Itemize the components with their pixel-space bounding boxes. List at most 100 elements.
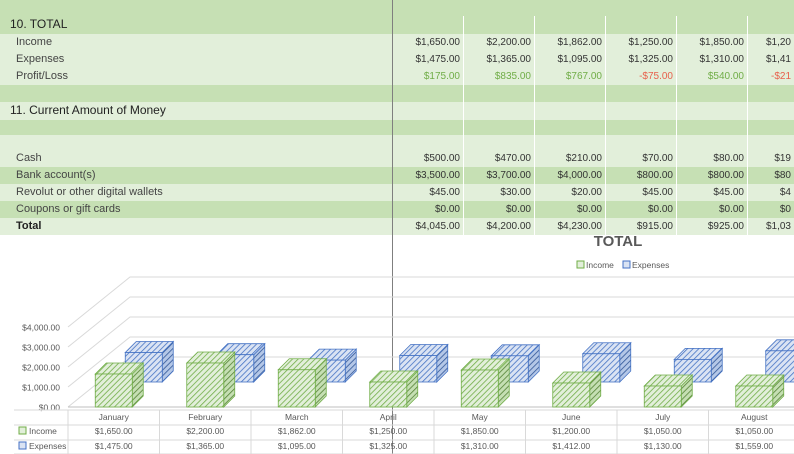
data-table-value: $1,250.00 bbox=[369, 426, 407, 436]
x-category-label: April bbox=[380, 412, 397, 422]
cell-border bbox=[605, 16, 606, 34]
value-cell[interactable]: $2,200.00 bbox=[486, 37, 532, 48]
legend-key bbox=[18, 441, 27, 450]
cell-border bbox=[534, 16, 535, 34]
cell-border bbox=[605, 34, 606, 51]
cell-border bbox=[463, 184, 464, 201]
table-row: Expenses $1,475.00 $1,365.00 $1,095.00 $1,32… bbox=[0, 51, 794, 68]
income-bar bbox=[643, 374, 694, 408]
x-category-label: February bbox=[188, 412, 223, 422]
value-cell[interactable]: $4,200.00 bbox=[486, 221, 532, 232]
value-cell[interactable]: $1,03 bbox=[765, 221, 791, 232]
value-cell[interactable]: $45.00 bbox=[713, 187, 744, 198]
value-cell[interactable]: $3,700.00 bbox=[486, 170, 532, 181]
data-table-value: $1,365.00 bbox=[186, 441, 224, 451]
series-label: Expenses bbox=[29, 441, 66, 451]
value-cell[interactable]: $20.00 bbox=[571, 187, 602, 198]
cell-border bbox=[676, 184, 677, 201]
blank-row bbox=[0, 0, 794, 16]
expenses-bar bbox=[398, 343, 449, 383]
y-tick-label: $1,000.00 bbox=[22, 383, 60, 393]
section-header-total: 10. TOTAL bbox=[0, 16, 794, 34]
cell-border bbox=[463, 167, 464, 184]
legend-label: Expenses bbox=[632, 260, 669, 270]
value-cell[interactable]: $3,500.00 bbox=[415, 170, 461, 181]
value-cell[interactable]: $70.00 bbox=[642, 153, 673, 164]
value-cell[interactable]: $4 bbox=[779, 187, 791, 198]
value-cell[interactable]: $45.00 bbox=[642, 187, 673, 198]
data-table-value: $1,200.00 bbox=[552, 426, 590, 436]
value-cell[interactable]: $0.00 bbox=[647, 204, 673, 215]
total-chart: TOTAL Income Expenses $0.00 $1,000.00 $2,00… bbox=[14, 233, 794, 454]
value-cell[interactable]: $1,095.00 bbox=[557, 54, 603, 65]
value-cell[interactable]: $1,310.00 bbox=[699, 54, 745, 65]
section-title: 10. TOTAL bbox=[10, 17, 68, 31]
value-cell[interactable]: -$21 bbox=[770, 71, 791, 82]
cell-border bbox=[605, 201, 606, 218]
cell-border bbox=[534, 34, 535, 51]
y-tick-label: $3,000.00 bbox=[22, 343, 60, 353]
value-cell[interactable]: $1,250.00 bbox=[628, 37, 674, 48]
value-cell[interactable]: $30.00 bbox=[500, 187, 531, 198]
bar-top bbox=[764, 339, 794, 352]
x-category-label: March bbox=[285, 412, 309, 422]
cell-border bbox=[605, 68, 606, 85]
value-cell[interactable]: $80.00 bbox=[713, 153, 744, 164]
value-cell[interactable]: $540.00 bbox=[707, 71, 744, 82]
value-cell[interactable]: $1,850.00 bbox=[699, 37, 745, 48]
value-cell[interactable]: $4,000.00 bbox=[557, 170, 603, 181]
cell-border bbox=[676, 201, 677, 218]
value-cell[interactable]: $767.00 bbox=[565, 71, 602, 82]
row-label: Bank account(s) bbox=[16, 169, 96, 181]
income-bar bbox=[368, 370, 419, 408]
legend-swatch bbox=[576, 260, 585, 269]
x-category-label: August bbox=[741, 412, 768, 422]
data-table-value: $1,325.00 bbox=[369, 441, 407, 451]
value-cell[interactable]: $4,230.00 bbox=[557, 221, 603, 232]
cell-border bbox=[534, 85, 535, 102]
table-row: Bank account(s) $3,500.00 $3,700.00 $4,000.… bbox=[0, 167, 794, 184]
value-cell[interactable]: $500.00 bbox=[423, 153, 460, 164]
value-cell[interactable]: $175.00 bbox=[423, 71, 460, 82]
cell-border bbox=[676, 218, 677, 235]
value-cell[interactable]: $800.00 bbox=[636, 170, 673, 181]
value-cell[interactable]: $210.00 bbox=[565, 153, 602, 164]
value-cell[interactable]: $1,20 bbox=[765, 37, 791, 48]
value-cell[interactable]: $1,475.00 bbox=[415, 54, 461, 65]
data-table-value: $1,475.00 bbox=[95, 441, 133, 451]
value-cell[interactable]: $1,365.00 bbox=[486, 54, 532, 65]
value-cell[interactable]: $80 bbox=[774, 170, 791, 181]
value-cell[interactable]: $1,650.00 bbox=[415, 37, 461, 48]
value-cell[interactable]: $470.00 bbox=[494, 153, 531, 164]
table-row: Total $4,045.00 $4,200.00 $4,230.00 $915.00 $… bbox=[0, 218, 794, 235]
value-cell[interactable]: $45.00 bbox=[429, 187, 460, 198]
table-row: Coupons or gift cards $0.00 $0.00 $0.00 $0.0… bbox=[0, 201, 794, 218]
value-cell[interactable]: $835.00 bbox=[494, 71, 531, 82]
cell-border bbox=[747, 85, 748, 102]
value-cell[interactable]: $0.00 bbox=[576, 204, 602, 215]
value-cell[interactable]: $1,41 bbox=[765, 54, 791, 65]
cell-border bbox=[534, 135, 535, 150]
data-table-value: $1,850.00 bbox=[461, 426, 499, 436]
cell-border bbox=[534, 201, 535, 218]
value-cell[interactable]: $915.00 bbox=[636, 221, 673, 232]
value-cell[interactable]: $0 bbox=[779, 204, 791, 215]
value-cell[interactable]: $0.00 bbox=[434, 204, 460, 215]
gridline bbox=[67, 296, 794, 348]
value-cell[interactable]: $0.00 bbox=[505, 204, 531, 215]
cell-border bbox=[463, 85, 464, 102]
cell-border bbox=[463, 34, 464, 51]
value-cell[interactable]: $0.00 bbox=[718, 204, 744, 215]
value-cell[interactable]: $925.00 bbox=[707, 221, 744, 232]
value-cell[interactable]: $1,325.00 bbox=[628, 54, 674, 65]
bar-front bbox=[277, 369, 316, 408]
value-cell[interactable]: -$75.00 bbox=[639, 71, 673, 82]
value-cell[interactable]: $19 bbox=[774, 153, 791, 164]
cell-border bbox=[676, 120, 677, 135]
value-cell[interactable]: $1,862.00 bbox=[557, 37, 603, 48]
y-tick-label: $0.00 bbox=[39, 403, 61, 413]
income-bar bbox=[185, 351, 236, 408]
value-cell[interactable]: $4,045.00 bbox=[415, 221, 461, 232]
value-cell[interactable]: $800.00 bbox=[707, 170, 744, 181]
cell-border bbox=[676, 135, 677, 150]
